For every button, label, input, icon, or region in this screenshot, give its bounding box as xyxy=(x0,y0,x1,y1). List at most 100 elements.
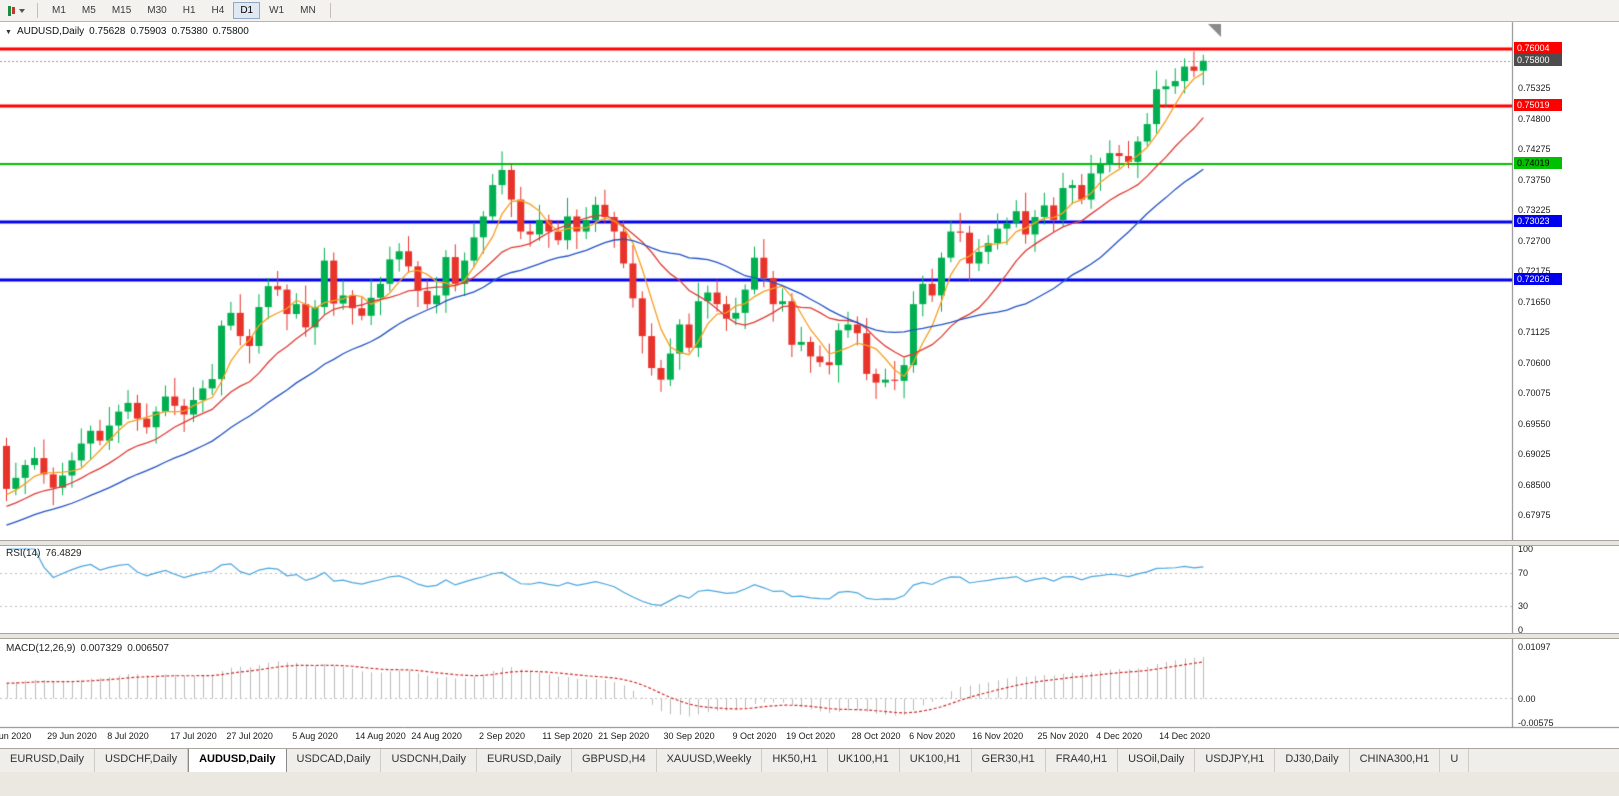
price-axis-tick: 0.73225 xyxy=(1518,205,1551,216)
date-axis-label: 27 Jul 2020 xyxy=(226,731,273,741)
timeframe-buttons: M1 M5 M15 M30 H1 H4 D1 W1 MN xyxy=(44,2,324,19)
date-axis-label: 28 Oct 2020 xyxy=(851,731,901,741)
date-axis-label: 19 Jun 2020 xyxy=(0,731,32,741)
date-axis-label: 5 Aug 2020 xyxy=(292,731,338,741)
pane-splitter-rsi[interactable] xyxy=(0,540,1619,546)
timeframe-button-m15[interactable]: M15 xyxy=(111,5,132,16)
symbol-tabs-bar: EURUSD,Daily USDCHF,Daily AUDUSD,Daily USDC… xyxy=(0,748,1619,772)
date-axis-label: 16 Nov 2020 xyxy=(972,731,1024,741)
price-axis[interactable] xyxy=(1513,22,1619,728)
timeframe-button-w1[interactable]: W1 xyxy=(269,5,285,16)
rsi-axis-label: 100 xyxy=(1518,544,1534,554)
macd-indicator-label: MACD(12,26,9) 0.007329 0.006507 xyxy=(6,643,174,654)
price-axis-tick: 0.70075 xyxy=(1518,388,1551,399)
status-bar xyxy=(0,772,1619,796)
price-axis-tick: 0.68500 xyxy=(1518,479,1551,490)
dropdown-caret-icon xyxy=(19,8,25,13)
price-axis-tick: 0.72700 xyxy=(1518,235,1551,246)
date-axis-label: 19 Oct 2020 xyxy=(786,731,836,741)
date-axis-label: 2 Sep 2020 xyxy=(479,731,526,741)
hline-price-label: 0.73023 xyxy=(1514,215,1562,227)
symbol-tab-usdcad-daily[interactable]: USDCAD,Daily xyxy=(287,749,382,772)
hline-price-label: 0.72026 xyxy=(1514,273,1562,285)
price-axis-tick: 0.74800 xyxy=(1518,113,1551,124)
toolbar-separator xyxy=(37,3,38,18)
toolbar-separator xyxy=(329,3,331,18)
price-axis-tick: 0.74275 xyxy=(1518,144,1551,155)
price-axis-tick: 0.69550 xyxy=(1518,418,1551,429)
symbol-tab-usdchf-daily[interactable]: USDCHF,Daily xyxy=(95,749,189,772)
chart-symbol-period: AUDUSD,Daily xyxy=(16,26,85,37)
symbol-tab-dj30-daily[interactable]: DJ30,Daily xyxy=(1275,749,1350,772)
symbol-tab-eurusd-daily[interactable]: EURUSD,Daily xyxy=(0,749,95,772)
hline-price-label: 0.76004 xyxy=(1514,42,1562,54)
timeframe-button-d1[interactable]: D1 xyxy=(233,2,261,19)
chart-type-icon[interactable] xyxy=(4,4,29,18)
rsi-name: RSI(14) xyxy=(6,548,41,559)
rsi-indicator-label: RSI(14) 76.4829 xyxy=(6,548,87,559)
symbol-tab-hk50-h1[interactable]: HK50,H1 xyxy=(762,749,828,772)
date-axis-label: 6 Nov 2020 xyxy=(909,731,956,741)
symbol-tab-usdcnh-daily[interactable]: USDCNH,Daily xyxy=(381,749,478,772)
time-axis[interactable] xyxy=(0,728,1513,748)
rsi-value: 76.4829 xyxy=(45,548,82,559)
symbol-tab-china300-h1[interactable]: CHINA300,H1 xyxy=(1350,749,1441,772)
price-axis-tick: 0.75325 xyxy=(1518,83,1551,94)
price-axis-tick: 0.72175 xyxy=(1518,266,1551,277)
macd-axis-label: 0.01097 xyxy=(1518,642,1551,652)
symbol-tab-eurusd-daily[interactable]: EURUSD,Daily xyxy=(477,749,572,772)
chart-title: ▼ AUDUSD,Daily 0.75628 0.75903 0.75380 0.7580… xyxy=(5,26,254,37)
date-axis-label: 8 Jul 2020 xyxy=(107,731,149,741)
timeframe-button-m1[interactable]: M1 xyxy=(52,5,66,16)
symbol-tab-fra40-h1[interactable]: FRA40,H1 xyxy=(1046,749,1119,772)
macd-axis-label: -0.00575 xyxy=(1518,718,1554,728)
symbol-tab-audusd-daily[interactable]: AUDUSD,Daily xyxy=(188,749,287,772)
price-axis-tick: 0.69025 xyxy=(1518,449,1551,460)
timeframe-button-h1[interactable]: H1 xyxy=(182,5,196,16)
date-axis-label: 21 Sep 2020 xyxy=(598,731,650,741)
timeframe-toolbar: M1 M5 M15 M30 H1 H4 D1 W1 MN xyxy=(0,0,1619,22)
rsi-axis-label: 0 xyxy=(1518,625,1524,635)
candle-down-glyph xyxy=(12,7,15,14)
current-price-label: 0.75800 xyxy=(1514,54,1562,66)
symbol-tab-uk100-h1[interactable]: UK100,H1 xyxy=(900,749,972,772)
symbol-tab-xauusd-weekly[interactable]: XAUUSD,Weekly xyxy=(657,749,763,772)
date-axis-label: 9 Oct 2020 xyxy=(732,731,777,741)
price-axis-tick: 0.71125 xyxy=(1518,327,1550,338)
timeframe-button-mn[interactable]: MN xyxy=(300,5,316,16)
symbol-tab-usdjpy-h1[interactable]: USDJPY,H1 xyxy=(1195,749,1276,772)
symbol-tab-ger30-h1[interactable]: GER30,H1 xyxy=(972,749,1046,772)
pane-splitter-macd[interactable] xyxy=(0,633,1619,639)
date-axis-label: 25 Nov 2020 xyxy=(1037,731,1089,741)
rsi-axis-label: 30 xyxy=(1518,600,1529,611)
timeframe-button-m5[interactable]: M5 xyxy=(81,5,96,16)
symbol-tab-gbpusd-h4[interactable]: GBPUSD,H4 xyxy=(572,749,657,772)
quote-open: 0.75628 xyxy=(89,26,126,37)
collapse-chart-icon[interactable]: ▼ xyxy=(5,29,12,36)
date-axis-label: 30 Sep 2020 xyxy=(663,731,715,741)
macd-main-value: 0.007329 xyxy=(80,643,123,654)
symbol-tab-usoil-daily[interactable]: USOil,Daily xyxy=(1118,749,1196,772)
quote-close: 0.75800 xyxy=(212,26,249,37)
price-axis-tick: 0.73750 xyxy=(1518,174,1551,185)
timeframe-button-h4[interactable]: H4 xyxy=(211,5,225,16)
date-axis-label: 24 Aug 2020 xyxy=(411,731,462,741)
rsi-axis-label: 70 xyxy=(1518,568,1529,579)
symbol-tab-uk100-h1[interactable]: UK100,H1 xyxy=(828,749,900,772)
quote-low: 0.75380 xyxy=(171,26,208,37)
timeframe-button-m30[interactable]: M30 xyxy=(147,5,167,16)
symbol-tab-u[interactable]: U xyxy=(1440,749,1470,772)
date-axis-label: 4 Dec 2020 xyxy=(1096,731,1143,741)
price-axis-tick: 0.67975 xyxy=(1518,510,1551,521)
price-axis-tick: 0.71650 xyxy=(1518,296,1551,307)
date-axis-label: 11 Sep 2020 xyxy=(542,731,593,741)
price-axis-tick: 0.70600 xyxy=(1518,357,1551,368)
quote-high: 0.75903 xyxy=(130,26,167,37)
macd-signal-value: 0.006507 xyxy=(127,643,169,654)
date-axis-label: 29 Jun 2020 xyxy=(47,731,97,741)
date-axis-label: 14 Dec 2020 xyxy=(1159,731,1211,741)
hline-price-label: 0.75019 xyxy=(1514,99,1562,111)
